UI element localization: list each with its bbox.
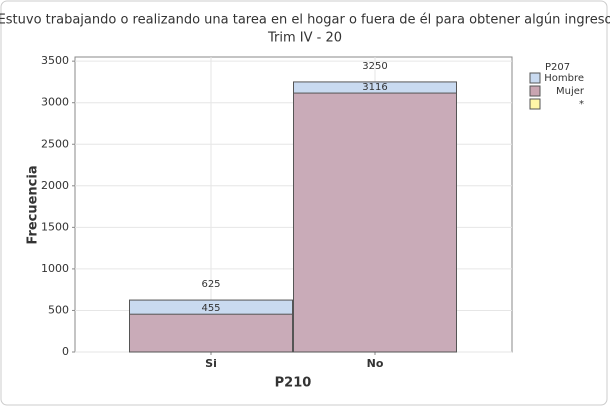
legend-label: Hombre: [544, 73, 584, 84]
y-tick-label: 2000: [41, 179, 69, 192]
x-tick-label: Si: [205, 357, 217, 370]
legend-label: *: [579, 99, 584, 110]
y-tick-label: 0: [62, 345, 69, 358]
y-axis-label: Frecuencia: [26, 165, 41, 244]
x-axis-label: P210: [275, 376, 312, 391]
chart-subtitle: Trim IV - 20: [267, 31, 342, 46]
bar: [129, 313, 293, 353]
y-tick-label: 2500: [41, 137, 69, 150]
legend-swatch: [529, 72, 541, 84]
y-tick-label: 3500: [41, 54, 69, 67]
y-tick-label: 1500: [41, 220, 69, 233]
legend-swatch: [529, 98, 541, 110]
legend-label: Mujer: [556, 86, 585, 97]
value-label: 3116: [362, 82, 387, 93]
legend-title: P207: [545, 62, 570, 73]
chart-title: ¿Estuvo trabajando o realizando una tare…: [0, 13, 610, 28]
y-tick-label: 1000: [41, 262, 69, 275]
y-tick-label: 500: [48, 303, 69, 316]
value-label: 455: [201, 303, 220, 314]
y-tick-label: 3000: [41, 96, 69, 109]
value-label: 3250: [362, 61, 387, 72]
legend-swatch: [529, 85, 541, 97]
value-label: 625: [201, 279, 220, 290]
bar: [293, 92, 457, 353]
x-tick-label: No: [367, 357, 384, 370]
